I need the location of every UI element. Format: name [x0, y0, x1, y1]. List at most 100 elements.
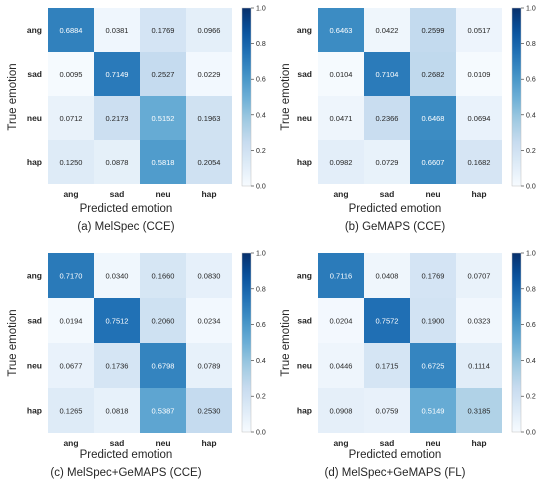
heatmap-cell [364, 298, 410, 343]
colorbar-tick-label: 0.4 [526, 358, 536, 365]
heatmap-cell [318, 388, 364, 433]
heatmap-cell [48, 8, 94, 52]
cell-value-label: 0.1265 [60, 407, 83, 416]
panel-caption: (d) MelSpec+GeMAPS (FL) [325, 467, 466, 479]
x-tick-label: neu [155, 189, 170, 199]
heatmap-cell [94, 388, 140, 433]
y-tick-label: hap [27, 406, 42, 416]
cell-value-label: 0.7104 [376, 70, 399, 79]
heatmap-cell [48, 388, 94, 433]
heatmap-cell [456, 8, 502, 52]
colorbar-tick-label: 0.0 [256, 430, 266, 437]
heatmap-cell [186, 388, 232, 433]
cell-value-label: 0.0966 [198, 26, 221, 35]
cell-value-label: 0.6798 [152, 362, 175, 371]
heatmap-cell [318, 96, 364, 140]
heatmap-cell [410, 388, 456, 433]
colorbar-tick-label: 0.4 [256, 112, 266, 119]
panel-caption: (b) GeMAPS (CCE) [345, 221, 445, 233]
colorbar-tick-label: 1.0 [256, 251, 266, 258]
y-tick-label: sad [297, 316, 312, 326]
heatmap-cell [186, 96, 232, 140]
colorbar-tick-label: 1.0 [526, 251, 536, 258]
x-tick-label: ang [333, 189, 348, 199]
heatmap-cell [456, 52, 502, 96]
heatmap-cell [94, 8, 140, 52]
cell-value-label: 0.1963 [198, 114, 221, 123]
heatmap-cell [48, 52, 94, 96]
heatmap-cell [364, 96, 410, 140]
cell-value-label: 0.0789 [198, 362, 221, 371]
cell-value-label: 0.0878 [106, 158, 129, 167]
colorbar-tick-label: 0.6 [526, 322, 536, 329]
y-tick-label: sad [27, 69, 42, 79]
confusion-matrix-panel-b: 0.6463 0.0422 0.2599 0.0517 0.0104 0.7104 0.26… [280, 6, 536, 234]
cell-value-label: 0.0818 [106, 407, 129, 416]
heatmap-cell [186, 52, 232, 96]
heatmap-cell [456, 140, 502, 184]
heatmap-cell [456, 96, 502, 140]
cell-value-label: 0.1660 [152, 272, 175, 281]
heatmap-cell [48, 96, 94, 140]
cell-value-label: 0.0830 [198, 272, 221, 281]
cell-value-label: 0.7512 [106, 317, 129, 326]
cell-value-label: 0.6463 [330, 26, 353, 35]
x-tick-label: sad [110, 438, 125, 448]
cell-value-label: 0.0677 [60, 362, 83, 371]
colorbar-tick-label: 0.8 [526, 286, 536, 293]
cell-value-label: 0.2173 [106, 114, 129, 123]
x-tick-label: hap [201, 189, 216, 199]
panel-caption: (c) MelSpec+GeMAPS (CCE) [50, 467, 201, 479]
heatmap-cell [186, 8, 232, 52]
cell-value-label: 0.5152 [152, 114, 175, 123]
colorbar-tick-label: 0.6 [256, 77, 266, 84]
cell-value-label: 0.0422 [376, 26, 399, 35]
cell-value-label: 0.1114 [468, 362, 490, 371]
heatmap-cell [140, 140, 186, 184]
colorbar-tick-label: 0.2 [526, 394, 536, 401]
heatmap-cell [364, 52, 410, 96]
heatmap-cell [318, 52, 364, 96]
y-axis-label: True emotion [280, 63, 292, 130]
cell-value-label: 0.0104 [330, 70, 353, 79]
cell-value-label: 0.7170 [60, 272, 83, 281]
colorbar [241, 7, 252, 187]
cell-value-label: 0.6468 [422, 114, 445, 123]
cell-value-label: 0.0323 [468, 317, 491, 326]
cell-value-label: 0.2527 [152, 70, 175, 79]
cell-value-label: 0.2599 [422, 26, 445, 35]
x-axis-label: Predicted emotion [349, 449, 442, 461]
x-tick-label: neu [155, 438, 170, 448]
cell-value-label: 0.0340 [106, 272, 129, 281]
colorbar-tick-label: 0.4 [256, 358, 266, 365]
y-tick-label: ang [297, 25, 312, 35]
cell-value-label: 0.2060 [152, 317, 175, 326]
colorbar-tick-label: 0.2 [526, 148, 536, 155]
cell-value-label: 0.0229 [198, 70, 221, 79]
heatmap-cell [410, 8, 456, 52]
cell-value-label: 0.2366 [376, 114, 399, 123]
x-tick-label: sad [380, 189, 395, 199]
y-tick-label: neu [27, 113, 42, 123]
heatmap-cell [48, 343, 94, 388]
x-tick-label: neu [425, 438, 440, 448]
y-tick-label: sad [297, 69, 312, 79]
y-tick-label: neu [297, 113, 312, 123]
cell-value-label: 0.2054 [198, 158, 221, 167]
cell-value-label: 0.1736 [106, 362, 129, 371]
colorbar [511, 252, 522, 433]
cell-value-label: 0.7149 [106, 70, 129, 79]
y-tick-label: ang [27, 25, 42, 35]
colorbar-tick-label: 0.8 [256, 286, 266, 293]
heatmap-cell [186, 298, 232, 343]
heatmap-cell [186, 343, 232, 388]
x-tick-label: neu [425, 189, 440, 199]
cell-value-label: 0.1715 [376, 362, 399, 371]
panel-caption: (a) MelSpec (CCE) [77, 221, 174, 233]
colorbar-tick-label: 0.8 [256, 41, 266, 48]
heatmap-cell [140, 52, 186, 96]
y-tick-label: hap [297, 157, 312, 167]
cell-value-label: 0.0234 [198, 317, 221, 326]
x-tick-label: hap [201, 438, 216, 448]
